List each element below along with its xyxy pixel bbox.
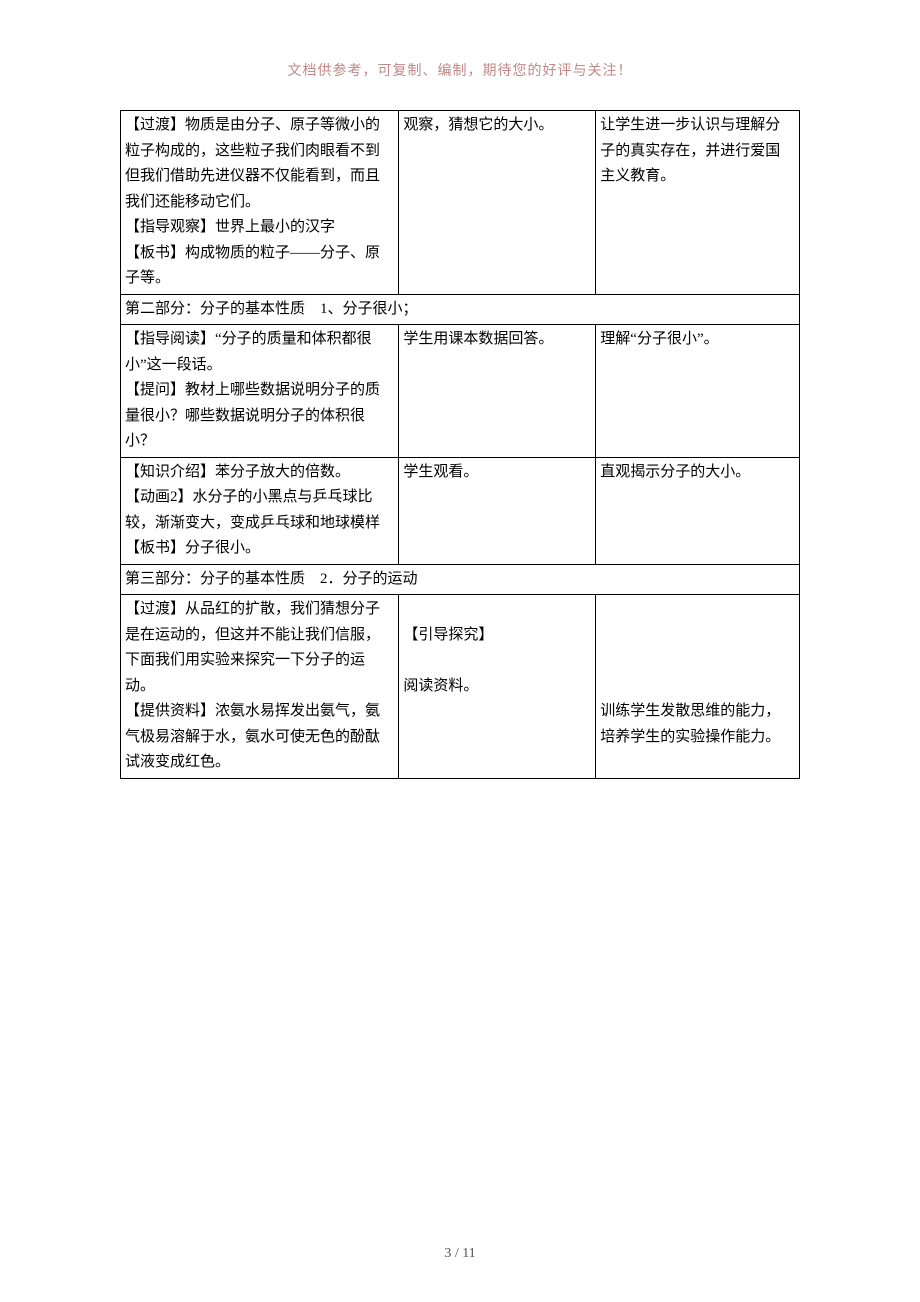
lesson-table-body: 【过渡】物质是由分子、原子等微小的粒子构成的，这些粒子我们肉眼看不到但我们借助先… [121,111,800,779]
table-row: 【指导阅读】“分子的质量和体积都很小”这一段话。【提问】教材上哪些数据说明分子的… [121,325,800,458]
cell-student: 学生用课本数据回答。 [399,325,596,458]
table-row: 【知识介绍】苯分子放大的倍数。【动画2】水分子的小黑点与乒乓球比较，渐渐变大，变… [121,457,800,564]
section-row: 第三部分：分子的基本性质 2．分子的运动 [121,564,800,595]
document-page: 文档供参考，可复制、编制，期待您的好评与关注！ 【过渡】物质是由分子、原子等微小… [0,0,920,1302]
cell-teacher: 【过渡】物质是由分子、原子等微小的粒子构成的，这些粒子我们肉眼看不到但我们借助先… [121,111,399,295]
cell-student: 观察，猜想它的大小。 [399,111,596,295]
section-heading: 第三部分：分子的基本性质 2．分子的运动 [121,564,800,595]
cell-intent: 理解“分子很小”。 [596,325,800,458]
cell-student: 学生观看。 [399,457,596,564]
cell-intent: 让学生进一步认识与理解分子的真实存在，并进行爱国主义教育。 [596,111,800,295]
cell-intent: 训练学生发散思维的能力，培养学生的实验操作能力。 [596,595,800,779]
section-row: 第二部分：分子的基本性质 1、分子很小； [121,294,800,325]
header-note: 文档供参考，可复制、编制，期待您的好评与关注！ [120,60,800,80]
page-footer: 3 / 11 [0,1246,920,1262]
cell-student: 【引导探究】 阅读资料。 [399,595,596,779]
cell-intent: 直观揭示分子的大小。 [596,457,800,564]
lesson-table: 【过渡】物质是由分子、原子等微小的粒子构成的，这些粒子我们肉眼看不到但我们借助先… [120,110,800,779]
cell-teacher: 【指导阅读】“分子的质量和体积都很小”这一段话。【提问】教材上哪些数据说明分子的… [121,325,399,458]
cell-teacher: 【过渡】从品红的扩散，我们猜想分子是在运动的，但这并不能让我们信服，下面我们用实… [121,595,399,779]
table-row: 【过渡】物质是由分子、原子等微小的粒子构成的，这些粒子我们肉眼看不到但我们借助先… [121,111,800,295]
section-heading: 第二部分：分子的基本性质 1、分子很小； [121,294,800,325]
table-row: 【过渡】从品红的扩散，我们猜想分子是在运动的，但这并不能让我们信服，下面我们用实… [121,595,800,779]
cell-teacher: 【知识介绍】苯分子放大的倍数。【动画2】水分子的小黑点与乒乓球比较，渐渐变大，变… [121,457,399,564]
